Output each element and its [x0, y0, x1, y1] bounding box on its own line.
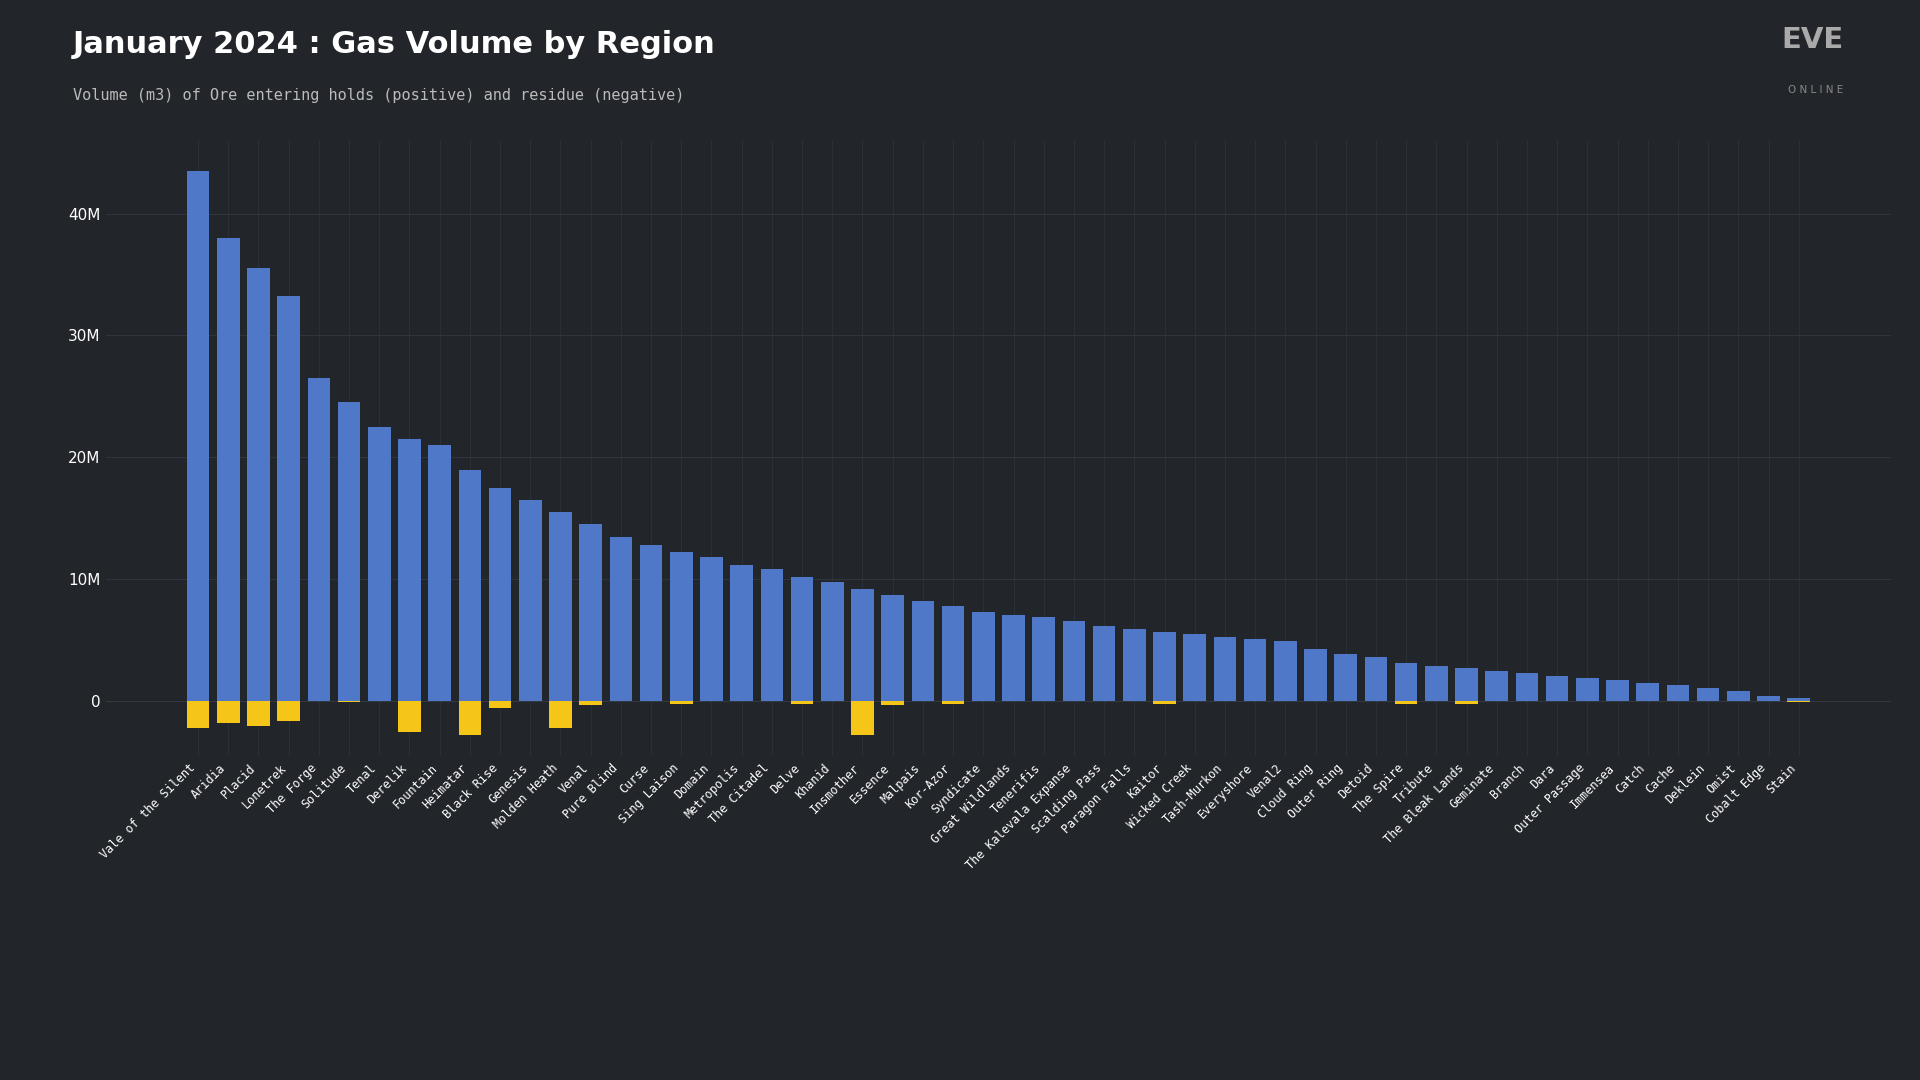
- Bar: [397, 440, 420, 701]
- Bar: [1275, 642, 1296, 701]
- Bar: [248, 701, 271, 726]
- Text: Volume (m3) of Ore entering holds (positive) and residue (negative): Volume (m3) of Ore entering holds (posit…: [73, 87, 684, 103]
- Bar: [881, 701, 904, 705]
- Bar: [518, 500, 541, 701]
- Bar: [730, 565, 753, 701]
- Bar: [1607, 680, 1628, 701]
- Bar: [1154, 632, 1175, 701]
- Bar: [912, 602, 935, 701]
- Bar: [490, 488, 511, 701]
- Bar: [1697, 688, 1720, 701]
- Bar: [248, 269, 271, 701]
- Bar: [1455, 669, 1478, 701]
- Bar: [1304, 649, 1327, 701]
- Bar: [1244, 639, 1267, 701]
- Text: O N L I N E: O N L I N E: [1788, 85, 1843, 95]
- Bar: [1394, 701, 1417, 703]
- Bar: [1576, 678, 1599, 701]
- Bar: [276, 701, 300, 720]
- Bar: [186, 701, 209, 728]
- Bar: [1726, 691, 1749, 701]
- Bar: [701, 557, 722, 701]
- Bar: [851, 589, 874, 701]
- Bar: [943, 701, 964, 703]
- Bar: [549, 512, 572, 701]
- Bar: [1486, 671, 1507, 701]
- Bar: [609, 537, 632, 701]
- Bar: [1092, 625, 1116, 701]
- Bar: [972, 612, 995, 701]
- Bar: [791, 577, 814, 701]
- Bar: [670, 553, 693, 701]
- Bar: [490, 701, 511, 708]
- Bar: [1154, 701, 1175, 703]
- Bar: [670, 701, 693, 703]
- Bar: [943, 606, 964, 701]
- Bar: [397, 701, 420, 731]
- Bar: [1425, 665, 1448, 701]
- Bar: [1788, 701, 1811, 702]
- Bar: [1515, 673, 1538, 701]
- Bar: [822, 582, 843, 701]
- Bar: [1183, 634, 1206, 701]
- Bar: [1636, 683, 1659, 701]
- Bar: [459, 470, 482, 701]
- Bar: [791, 701, 814, 703]
- Bar: [1062, 621, 1085, 701]
- Bar: [276, 296, 300, 701]
- Bar: [217, 701, 240, 724]
- Bar: [217, 238, 240, 701]
- Bar: [1365, 658, 1388, 701]
- Bar: [760, 569, 783, 701]
- Bar: [1788, 698, 1811, 701]
- Text: EVE: EVE: [1782, 26, 1843, 54]
- Bar: [428, 445, 451, 701]
- Bar: [1334, 653, 1357, 701]
- Bar: [186, 171, 209, 701]
- Bar: [338, 701, 361, 702]
- Bar: [1123, 630, 1146, 701]
- Bar: [1033, 617, 1054, 701]
- Bar: [459, 701, 482, 735]
- Bar: [369, 427, 390, 701]
- Bar: [338, 403, 361, 701]
- Bar: [1394, 663, 1417, 701]
- Bar: [851, 701, 874, 735]
- Bar: [1757, 697, 1780, 701]
- Bar: [307, 378, 330, 701]
- Bar: [1667, 686, 1690, 701]
- Bar: [1546, 676, 1569, 701]
- Bar: [881, 595, 904, 701]
- Bar: [1213, 636, 1236, 701]
- Bar: [549, 701, 572, 728]
- Bar: [1002, 615, 1025, 701]
- Bar: [580, 701, 603, 705]
- Bar: [580, 525, 603, 701]
- Text: January 2024 : Gas Volume by Region: January 2024 : Gas Volume by Region: [73, 30, 716, 59]
- Bar: [1455, 701, 1478, 703]
- Bar: [639, 545, 662, 701]
